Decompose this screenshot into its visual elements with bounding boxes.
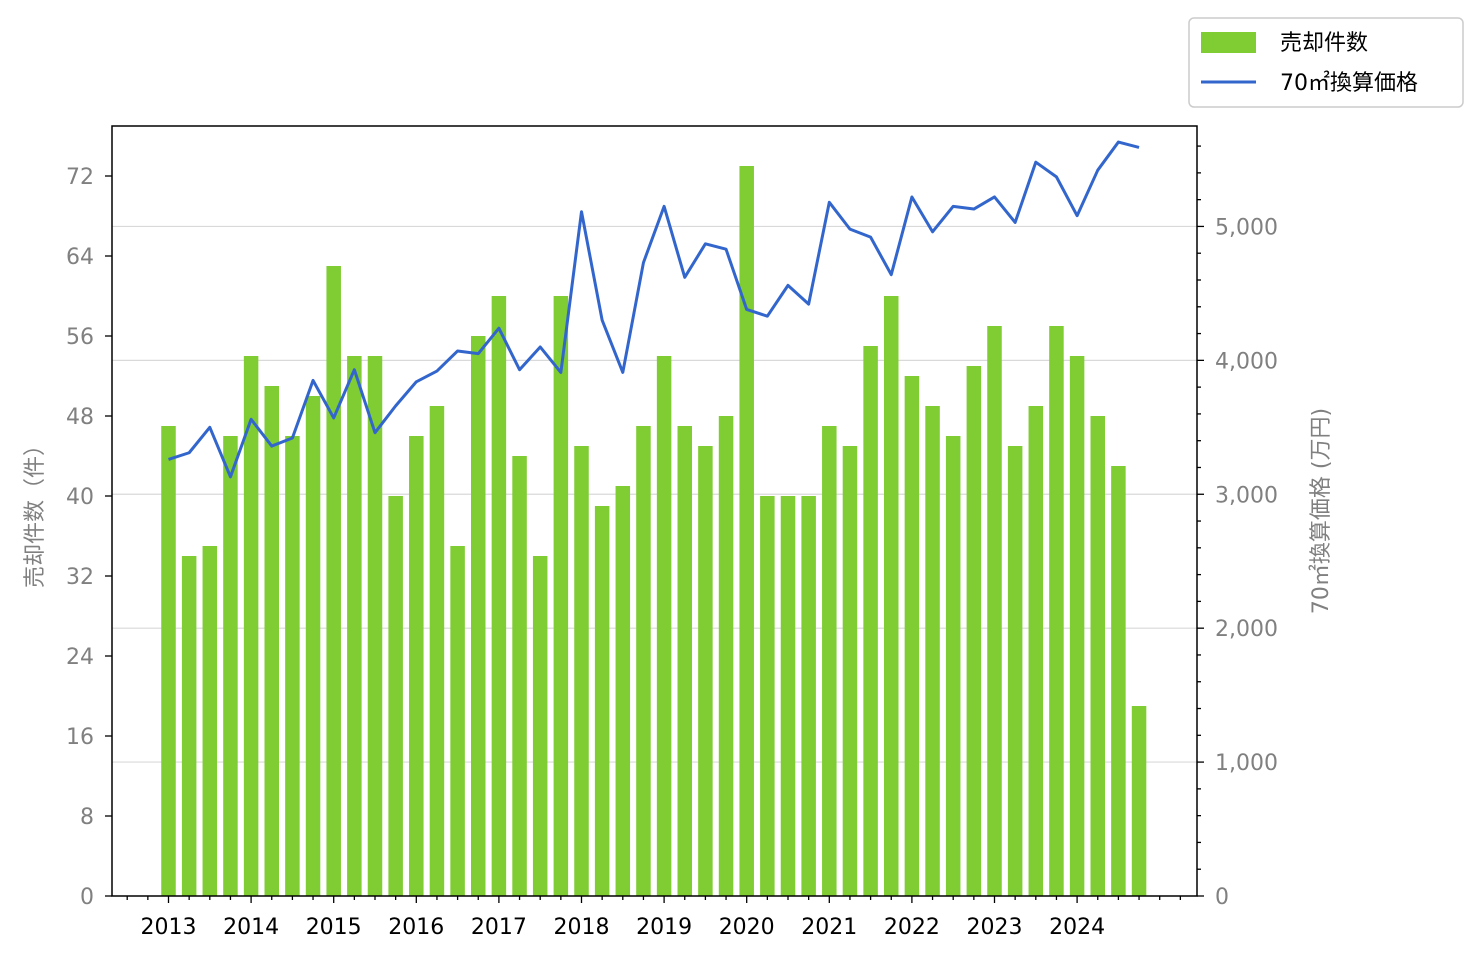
bar <box>1069 356 1085 896</box>
plot-frame <box>111 125 1198 897</box>
bar <box>884 296 899 896</box>
bar <box>904 376 920 896</box>
bar <box>388 496 403 896</box>
left-tick-label: 72 <box>66 165 94 190</box>
price-line-layer <box>168 140 1140 479</box>
bar <box>925 406 940 896</box>
bar <box>780 496 796 896</box>
legend-bar-label: 売却件数 <box>1280 31 1368 56</box>
right-tick-label: 3,000 <box>1215 483 1278 508</box>
right-tick-label: 1,000 <box>1215 751 1278 776</box>
legend-bar-swatch <box>1201 32 1256 53</box>
bar <box>739 166 754 896</box>
x-tick-label: 2014 <box>223 915 279 940</box>
x-tick-label: 2024 <box>1049 915 1105 940</box>
bar <box>161 426 176 896</box>
x-tick-label: 2015 <box>306 915 362 940</box>
x-tick-label: 2013 <box>141 915 197 940</box>
left-tick-label: 8 <box>80 805 94 830</box>
left-axis-title: 売却件数（件） <box>23 434 48 588</box>
left-tick-label: 32 <box>66 565 94 590</box>
left-tick-label: 48 <box>66 405 94 430</box>
x-tick-label: 2017 <box>471 915 527 940</box>
bar <box>1111 466 1126 896</box>
left-tick-label: 0 <box>80 885 94 910</box>
bar <box>305 396 321 896</box>
bar <box>1007 446 1023 896</box>
x-tick-label: 2022 <box>884 915 940 940</box>
right-tick-label: 4,000 <box>1215 349 1278 374</box>
bar <box>863 346 878 896</box>
left-tick-label: 64 <box>66 245 94 270</box>
bar <box>264 386 279 896</box>
bar <box>966 366 982 896</box>
x-tick-label: 2019 <box>636 915 692 940</box>
bar <box>656 356 672 896</box>
x-tick-label: 2020 <box>719 915 775 940</box>
bar <box>367 356 383 896</box>
left-tick-label: 40 <box>66 485 94 510</box>
bar <box>202 546 218 896</box>
legend-frame <box>1188 17 1464 108</box>
legend-line-label: 70㎡換算価格 <box>1280 70 1418 96</box>
left-tick-label: 16 <box>66 725 94 750</box>
x-tick-label: 2021 <box>801 915 857 940</box>
bar <box>945 436 961 896</box>
bar <box>987 326 1002 896</box>
bar <box>1028 406 1044 896</box>
right-axis-title: 70㎡換算価格 (万円) <box>1308 408 1334 614</box>
bar <box>181 556 197 896</box>
bar <box>718 416 734 896</box>
left-y-axis: 0 8 16 24 32 40 48 56 64 72 <box>66 165 112 910</box>
bar <box>223 436 238 896</box>
bar <box>842 446 858 896</box>
bar <box>532 556 548 896</box>
bar <box>574 446 589 896</box>
right-tick-label: 2,000 <box>1215 617 1278 642</box>
bar <box>677 426 692 896</box>
x-tick-label: 2016 <box>388 915 444 940</box>
bar <box>615 486 631 896</box>
bar <box>553 296 569 896</box>
left-tick-label: 56 <box>66 325 94 350</box>
bar <box>243 356 259 896</box>
right-y-axis: 0 1,000 2,000 3,000 4,000 5,000 <box>1197 145 1278 910</box>
right-tick-label: 0 <box>1215 885 1229 910</box>
x-axis: 2013 2014 2015 2016 2017 2018 2019 2020 2021 2022… <box>126 896 1181 940</box>
left-tick-label: 24 <box>66 645 94 670</box>
bar <box>450 546 465 896</box>
x-tick-label: 2018 <box>554 915 610 940</box>
bar <box>698 446 713 896</box>
bars <box>161 166 1147 896</box>
bar <box>409 436 424 896</box>
bar <box>636 426 651 896</box>
bar <box>1131 706 1147 896</box>
bar <box>822 426 837 896</box>
right-tick-label: 5,000 <box>1215 215 1278 240</box>
bar <box>491 296 507 896</box>
bar <box>471 336 486 896</box>
bar <box>760 496 775 896</box>
bar <box>1049 326 1064 896</box>
bar <box>801 496 816 896</box>
bar <box>347 356 362 896</box>
bar <box>285 436 300 896</box>
bar <box>326 266 341 896</box>
bar <box>429 406 445 896</box>
bar <box>512 456 527 896</box>
price-line <box>168 140 1140 479</box>
bar <box>594 506 610 896</box>
x-tick-label: 2023 <box>967 915 1023 940</box>
legend: 売却件数 70㎡換算価格 <box>1188 17 1464 108</box>
bar <box>1090 416 1105 896</box>
